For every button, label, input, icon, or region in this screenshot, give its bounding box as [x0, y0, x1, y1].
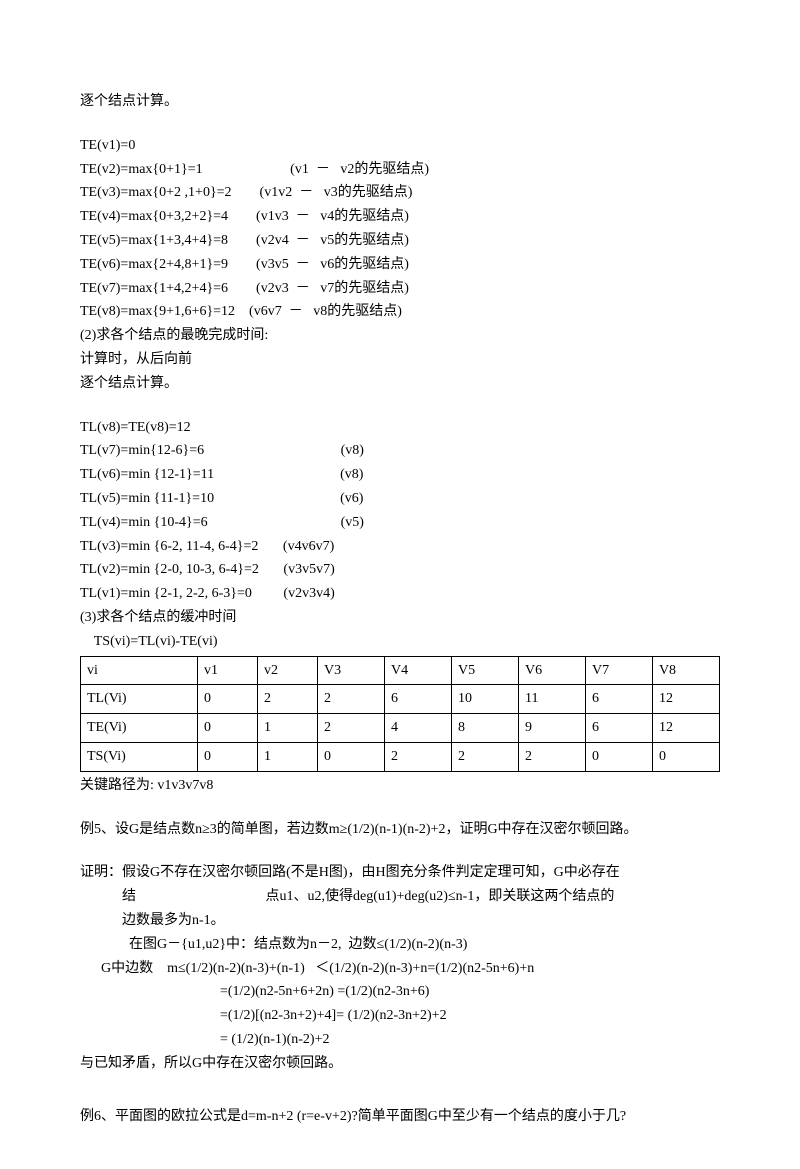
text-line: TL(v2)=min {2-0, 10-3, 6-4}=2 (v3v5v7): [80, 558, 720, 582]
table-cell: v1: [197, 656, 257, 685]
text-line: (3)求各个结点的缓冲时间: [80, 606, 720, 630]
table-cell: 6: [585, 714, 652, 743]
table-cell: 9: [518, 714, 585, 743]
table-cell: vi: [81, 656, 198, 685]
table-cell: 11: [518, 685, 585, 714]
text-line: =(1/2)(n2-5n+6+2n) =(1/2)(n2-3n+6): [80, 980, 720, 1004]
table-cell: TS(Vi): [81, 742, 198, 771]
text-line: TE(v3)=max{0+2 ,1+0}=2 (v1v2 － v3的先驱结点): [80, 181, 720, 205]
table-cell: 2: [318, 714, 385, 743]
table-cell: 2: [451, 742, 518, 771]
table-cell: 8: [451, 714, 518, 743]
te-calculations: TE(v1)=0TE(v2)=max{0+1}=1 (v1 － v2的先驱结点)…: [80, 134, 720, 396]
table-cell: V7: [585, 656, 652, 685]
critical-path: 关键路径为: v1v3v7v8: [80, 774, 720, 798]
buffer-time-table: viv1v2V3V4V5V6V7V8TL(Vi)02261011612TE(Vi…: [80, 656, 720, 772]
table-cell: 1: [257, 714, 317, 743]
text-line: 与已知矛盾，所以G中存在汉密尔顿回路。: [80, 1052, 720, 1076]
text-line: (2)求各个结点的最晚完成时间:: [80, 324, 720, 348]
text-line: 证明：假设G不存在汉密尔顿回路(不是H图)，由H图充分条件判定定理可知，G中必存…: [80, 861, 720, 885]
table-cell: V5: [451, 656, 518, 685]
table-cell: TE(Vi): [81, 714, 198, 743]
table-cell: 0: [197, 742, 257, 771]
text-line: 逐个结点计算。: [80, 372, 720, 396]
text-line: TE(v1)=0: [80, 134, 720, 158]
text-line: TL(v6)=min {12-1}=11 (v8): [80, 463, 720, 487]
tl-calculations: TL(v8)=TE(v8)=12TL(v7)=min{12-6}=6 (v8)T…: [80, 416, 720, 654]
text-line: 在图G－{u1,u2}中：结点数为n－2, 边数≤(1/2)(n-2)(n-3): [80, 933, 720, 957]
text-line: TL(v5)=min {11-1}=10 (v6): [80, 487, 720, 511]
text-line: TE(v2)=max{0+1}=1 (v1 － v2的先驱结点): [80, 158, 720, 182]
text-line: =(1/2)[(n2-3n+2)+4]= (1/2)(n2-3n+2)+2: [80, 1004, 720, 1028]
text-line: TL(v1)=min {2-1, 2-2, 6-3}=0 (v2v3v4): [80, 582, 720, 606]
table-row: TS(Vi)01022200: [81, 742, 720, 771]
table-cell: 2: [385, 742, 452, 771]
example5-statement: 例5、设G是结点数n≥3的简单图，若边数m≥(1/2)(n-1)(n-2)+2，…: [80, 818, 720, 842]
table-cell: 0: [318, 742, 385, 771]
table-cell: 2: [518, 742, 585, 771]
table-cell: 12: [652, 714, 719, 743]
table-cell: TL(Vi): [81, 685, 198, 714]
example5-proof: 证明：假设G不存在汉密尔顿回路(不是H图)，由H图充分条件判定定理可知，G中必存…: [80, 861, 720, 1075]
text-line: TL(v7)=min{12-6}=6 (v8): [80, 439, 720, 463]
table-cell: 0: [585, 742, 652, 771]
table-cell: 10: [451, 685, 518, 714]
table-cell: V3: [318, 656, 385, 685]
example6-statement: 例6、平面图的欧拉公式是d=m-n+2 (r=e-v+2)?简单平面图G中至少有…: [80, 1105, 720, 1129]
text-line: TS(vi)=TL(vi)-TE(vi): [80, 630, 720, 654]
table-cell: 0: [197, 714, 257, 743]
intro-block: 逐个结点计算。: [80, 90, 720, 114]
text-line: TL(v3)=min {6-2, 11-4, 6-4}=2 (v4v6v7): [80, 535, 720, 559]
table-cell: V8: [652, 656, 719, 685]
text-line: 计算时，从后向前: [80, 348, 720, 372]
text-line: TE(v7)=max{1+4,2+4}=6 (v2v3 － v7的先驱结点): [80, 277, 720, 301]
text-line: G中边数 m≤(1/2)(n-2)(n-3)+(n-1) ＜(1/2)(n-2)…: [80, 957, 720, 981]
table-cell: V4: [385, 656, 452, 685]
table-cell: 0: [652, 742, 719, 771]
table-cell: 4: [385, 714, 452, 743]
text-line: 边数最多为n-1。: [80, 909, 720, 933]
table-cell: v2: [257, 656, 317, 685]
text-line: 结 点u1、u2,使得deg(u1)+deg(u2)≤n-1，即关联这两个结点的: [80, 885, 720, 909]
text-line: 例6、平面图的欧拉公式是d=m-n+2 (r=e-v+2)?简单平面图G中至少有…: [80, 1105, 720, 1129]
table-cell: 6: [585, 685, 652, 714]
table-cell: 1: [257, 742, 317, 771]
table-cell: V6: [518, 656, 585, 685]
text-line: 关键路径为: v1v3v7v8: [80, 774, 720, 798]
table-cell: 12: [652, 685, 719, 714]
table-cell: 6: [385, 685, 452, 714]
text-line: TE(v6)=max{2+4,8+1}=9 (v3v5 － v6的先驱结点): [80, 253, 720, 277]
table-cell: 2: [257, 685, 317, 714]
text-line: 逐个结点计算。: [80, 90, 720, 114]
text-line: TL(v8)=TE(v8)=12: [80, 416, 720, 440]
table-row: TE(Vi)012489612: [81, 714, 720, 743]
text-line: TE(v5)=max{1+3,4+4}=8 (v2v4 － v5的先驱结点): [80, 229, 720, 253]
text-line: TE(v4)=max{0+3,2+2}=4 (v1v3 － v4的先驱结点): [80, 205, 720, 229]
text-line: 例5、设G是结点数n≥3的简单图，若边数m≥(1/2)(n-1)(n-2)+2，…: [80, 818, 720, 842]
table-row: TL(Vi)02261011612: [81, 685, 720, 714]
table-cell: 2: [318, 685, 385, 714]
text-line: TL(v4)=min {10-4}=6 (v5): [80, 511, 720, 535]
table-row: viv1v2V3V4V5V6V7V8: [81, 656, 720, 685]
text-line: TE(v8)=max{9+1,6+6}=12 (v6v7 － v8的先驱结点): [80, 300, 720, 324]
text-line: = (1/2)(n-1)(n-2)+2: [80, 1028, 720, 1052]
table-cell: 0: [197, 685, 257, 714]
